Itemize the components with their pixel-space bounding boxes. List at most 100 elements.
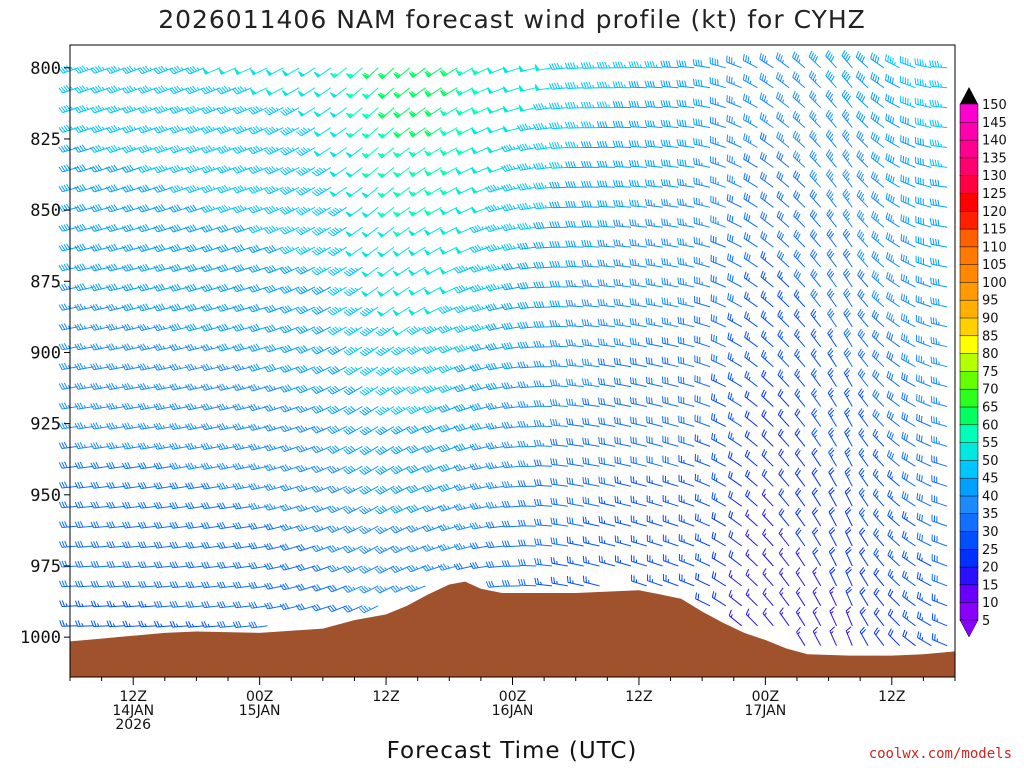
- wind-barb: [661, 238, 679, 248]
- wind-barb: [645, 357, 663, 368]
- wind-barb: [105, 85, 126, 94]
- wind-barb: [311, 365, 332, 375]
- wind-barb: [455, 107, 474, 116]
- wind-barb: [390, 405, 411, 415]
- wind-barb: [485, 263, 505, 272]
- wind-barb: [581, 279, 600, 288]
- wind-barb: [533, 320, 553, 328]
- wind-barb: [169, 442, 189, 450]
- wind-barb: [517, 559, 537, 567]
- wind-barb: [90, 481, 110, 489]
- wind-barb: [201, 581, 221, 589]
- wind-barb: [549, 359, 568, 368]
- wind-barb: [232, 105, 252, 115]
- wind-barb: [693, 118, 711, 129]
- wind-barb: [614, 416, 632, 427]
- wind-barb: [121, 124, 142, 134]
- wind-barb: [153, 541, 173, 549]
- wind-barb: [439, 226, 458, 236]
- wind-barb: [218, 67, 237, 75]
- wind-barb: [264, 542, 284, 551]
- wind-barb: [377, 107, 395, 120]
- wind-barb: [393, 147, 411, 158]
- wind-barb: [581, 338, 600, 348]
- wind-barb: [485, 243, 505, 252]
- wind-barb: [517, 499, 537, 507]
- wind-barb: [453, 463, 474, 472]
- wind-barb: [517, 202, 537, 211]
- wind-barb: [329, 166, 347, 178]
- wind-barb: [359, 585, 379, 594]
- wind-barb: [377, 266, 395, 278]
- wind-barb: [645, 376, 663, 388]
- wind-barb: [248, 482, 268, 491]
- wind-barb: [485, 580, 505, 588]
- wind-barb: [216, 105, 237, 115]
- wind-barb: [264, 146, 284, 155]
- wind-barb: [375, 465, 395, 475]
- wind-barb: [565, 200, 584, 208]
- wind-barb: [327, 505, 347, 514]
- wind-barb: [646, 436, 663, 447]
- wind-barb: [662, 573, 679, 587]
- wind-barb: [408, 147, 426, 158]
- wind-barb: [501, 163, 521, 172]
- wind-barb: [581, 239, 600, 248]
- wind-barb: [501, 481, 521, 488]
- wind-barb: [361, 206, 379, 219]
- wind-barb: [311, 266, 332, 276]
- wind-barb: [376, 306, 395, 317]
- wind-barb: [279, 424, 300, 433]
- wind-barb: [327, 306, 347, 316]
- wind-barb: [646, 396, 663, 407]
- wind-barb: [581, 358, 600, 368]
- wind-barb: [678, 474, 695, 487]
- wind-barb: [645, 297, 663, 308]
- wind-barb: [264, 344, 284, 353]
- wind-barb: [392, 166, 411, 178]
- wind-barb: [232, 145, 252, 154]
- wind-barb: [248, 621, 268, 629]
- wind-barb: [549, 320, 568, 328]
- wind-barb: [581, 378, 600, 388]
- wind-barb: [327, 564, 347, 573]
- wind-barb: [597, 358, 616, 368]
- wind-barb: [393, 87, 411, 99]
- wind-barb: [375, 485, 395, 495]
- colorbar-label: 40: [982, 489, 999, 504]
- wind-barb: [90, 461, 110, 469]
- wind-barb: [390, 565, 411, 574]
- wind-barb: [106, 402, 126, 410]
- wind-barb: [676, 158, 695, 168]
- wind-barb: [408, 67, 426, 79]
- wind-barb: [644, 100, 663, 109]
- wind-barb: [533, 400, 553, 407]
- wind-barb: [297, 87, 316, 97]
- wind-barb: [248, 581, 268, 589]
- wind-barb: [311, 504, 331, 513]
- wind-barb: [106, 442, 126, 450]
- wind-barb: [232, 482, 252, 490]
- wind-barb: [645, 337, 663, 348]
- wind-barb: [279, 225, 300, 235]
- wind-barb: [455, 87, 474, 96]
- wind-barb: [439, 67, 458, 77]
- wind-barb: [580, 121, 600, 129]
- wind-barb: [311, 166, 332, 177]
- wind-barb: [169, 65, 189, 75]
- wind-barb: [485, 283, 505, 292]
- wind-barb: [469, 443, 489, 451]
- wind-barb: [534, 558, 553, 567]
- y-tick-label: 900: [30, 343, 61, 363]
- wind-barb: [566, 556, 584, 567]
- wind-barb: [216, 442, 237, 451]
- wind-barb: [216, 363, 237, 372]
- wind-barb: [437, 305, 458, 314]
- wind-barb: [362, 67, 379, 80]
- colorbar-label: 120: [982, 205, 1007, 220]
- wind-barb: [74, 521, 94, 529]
- wind-barb: [200, 422, 221, 431]
- wind-barb: [647, 574, 663, 587]
- wind-barb: [390, 445, 411, 455]
- wind-barb: [565, 161, 584, 169]
